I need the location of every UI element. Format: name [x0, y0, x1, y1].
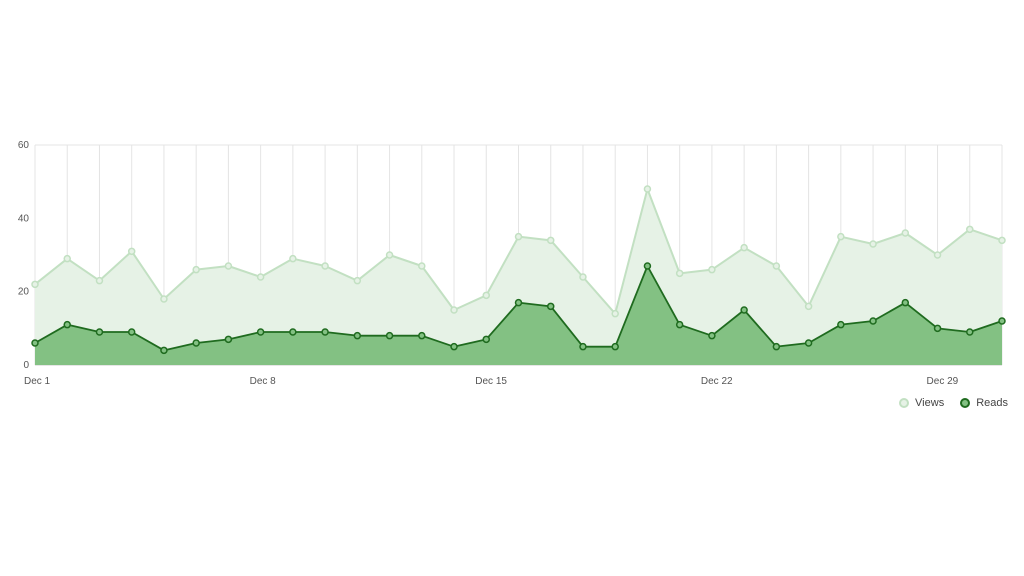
point-views — [224, 262, 233, 270]
legend-label-reads: Reads — [976, 397, 1008, 409]
point-views — [740, 243, 748, 252]
point-reads — [837, 320, 845, 329]
point-views — [321, 262, 329, 270]
legend: Views Reads — [899, 397, 1008, 409]
point-views — [675, 269, 684, 278]
point-reads — [321, 328, 329, 336]
point-views — [772, 262, 781, 270]
series-areas — [35, 189, 1002, 365]
point-reads — [966, 328, 974, 336]
point-views — [418, 262, 426, 270]
area-views — [35, 189, 1002, 365]
legend-marker-reads — [960, 398, 971, 408]
point-views — [482, 291, 491, 300]
point-views — [998, 236, 1006, 245]
x-tick-label: Dec 15 — [475, 376, 507, 387]
y-tick-label: 20 — [18, 287, 30, 298]
point-reads — [63, 320, 71, 329]
point-views — [450, 306, 458, 314]
point-views — [837, 232, 845, 241]
point-views — [256, 273, 265, 281]
point-views — [966, 225, 974, 234]
point-views — [192, 265, 200, 274]
x-tick-label: Dec 8 — [250, 376, 277, 387]
point-views — [869, 240, 877, 248]
x-tick-label: Dec 1 — [24, 376, 51, 387]
point-reads — [482, 335, 491, 344]
legend-marker-views — [899, 398, 910, 408]
y-tick-label: 0 — [23, 360, 29, 371]
point-reads — [579, 342, 587, 351]
point-reads — [385, 331, 394, 340]
point-views — [31, 280, 39, 289]
point-reads — [95, 328, 104, 336]
point-reads — [708, 331, 716, 340]
y-tick-label: 40 — [18, 213, 30, 224]
point-views — [385, 251, 394, 259]
point-reads — [418, 331, 426, 340]
point-reads — [998, 317, 1006, 325]
legend-item-views[interactable]: Views — [899, 397, 944, 409]
series-points — [31, 185, 1006, 355]
point-views — [611, 309, 619, 318]
axis-labels: 0 20 40 60 Dec 1 Dec 8 Dec 15 Dec 22 Dec 29 — [18, 140, 959, 387]
point-views — [95, 276, 104, 285]
area-reads — [35, 266, 1002, 365]
point-reads — [740, 306, 748, 314]
y-tick-label: 60 — [18, 140, 30, 151]
point-reads — [450, 342, 458, 351]
point-reads — [546, 302, 555, 311]
point-reads — [353, 331, 362, 340]
point-reads — [869, 317, 877, 325]
point-views — [63, 254, 71, 263]
point-views — [160, 295, 168, 303]
x-tick-label: Dec 29 — [927, 376, 959, 387]
point-reads — [901, 298, 910, 307]
point-reads — [224, 335, 233, 344]
point-views — [353, 276, 362, 285]
point-reads — [611, 342, 619, 351]
x-tick-label: Dec 22 — [701, 376, 733, 387]
point-views — [933, 251, 942, 259]
point-views — [708, 265, 716, 274]
point-views — [804, 302, 813, 311]
point-reads — [804, 339, 813, 347]
point-reads — [514, 298, 523, 307]
point-views — [643, 185, 652, 193]
point-reads — [289, 328, 297, 336]
point-reads — [675, 320, 684, 329]
point-views — [579, 273, 587, 281]
point-reads — [31, 339, 39, 347]
point-reads — [256, 328, 265, 336]
point-reads — [772, 342, 781, 351]
legend-label-views: Views — [915, 397, 945, 409]
point-reads — [127, 328, 136, 336]
legend-item-reads[interactable]: Reads — [960, 397, 1008, 409]
point-reads — [192, 339, 200, 347]
point-views — [289, 254, 297, 263]
point-views — [127, 247, 136, 256]
point-reads — [160, 346, 168, 355]
point-views — [546, 236, 555, 245]
point-reads — [643, 262, 652, 270]
point-reads — [933, 324, 942, 333]
point-views — [901, 229, 910, 237]
point-views — [514, 232, 523, 241]
